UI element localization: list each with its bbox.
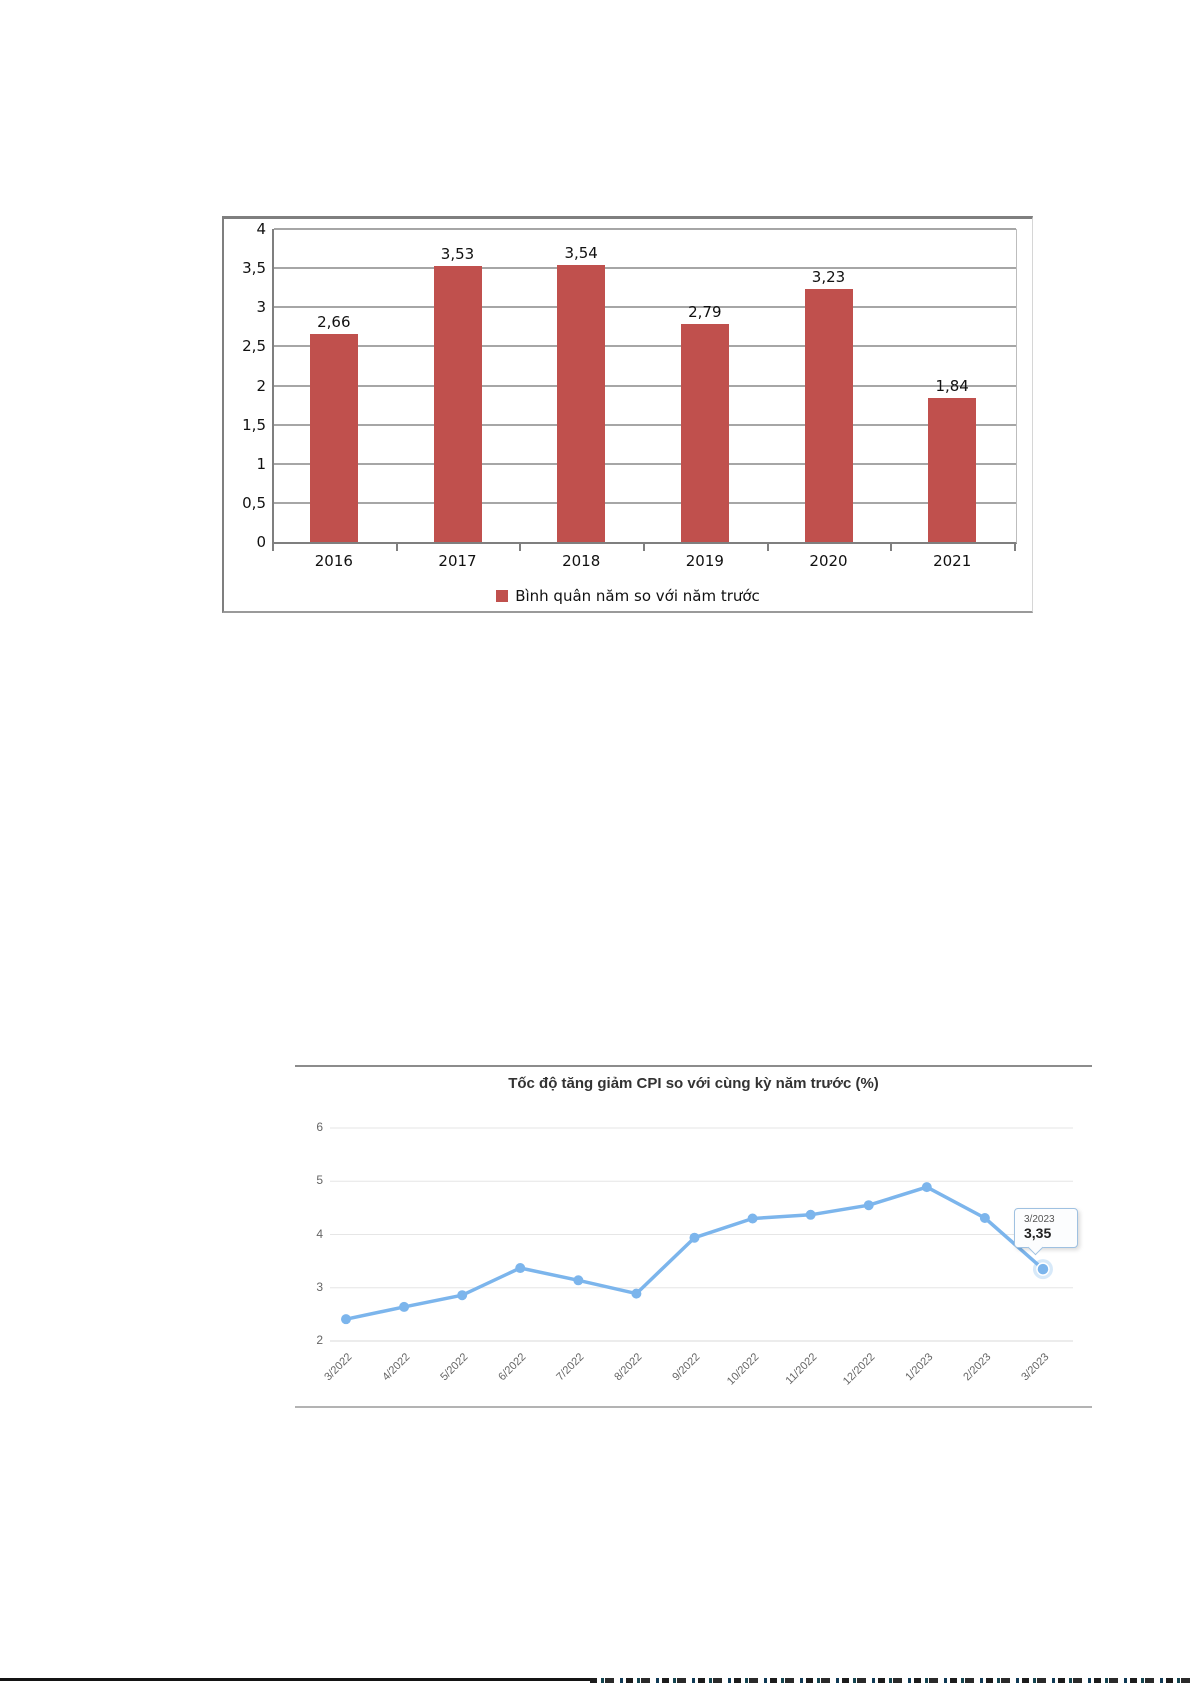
x-axis-tick	[519, 544, 522, 551]
bar	[928, 398, 977, 542]
tooltip-value: 3,35	[1024, 1225, 1052, 1241]
x-axis-tick	[890, 544, 893, 551]
x-axis-label: 2021	[933, 552, 972, 570]
data-point-marker[interactable]	[457, 1290, 468, 1301]
data-point-marker[interactable]	[515, 1263, 526, 1274]
data-point-marker[interactable]	[921, 1182, 932, 1193]
y-axis-label: 3	[316, 1279, 323, 1294]
bar-value-label: 2,79	[688, 302, 722, 321]
grid-line	[274, 501, 1016, 504]
grid-line	[274, 462, 1016, 465]
annual-cpi-bar-chart: Bình quân năm so với năm trước 4 3,5 3 2,5 2…	[222, 216, 1033, 613]
x-axis-tick	[766, 544, 769, 551]
bar-chart-legend: Bình quân năm so với năm trước	[224, 587, 1032, 605]
page-bottom-cutoff-fragments	[590, 1678, 1191, 1683]
grid-line	[274, 423, 1016, 426]
x-axis-label: 2017	[438, 552, 477, 570]
data-point-marker[interactable]	[1036, 1262, 1050, 1276]
bar-value-label: 2,66	[317, 312, 351, 331]
y-axis-label: 6	[316, 1120, 323, 1134]
data-point-marker[interactable]	[573, 1275, 584, 1286]
x-axis-label: 2019	[685, 552, 724, 570]
monthly-cpi-line-chart: Tốc độ tăng giảm CPI so với cùng kỳ năm …	[295, 1065, 1092, 1408]
bar-value-label: 3,54	[564, 243, 598, 262]
bar-value-label: 3,23	[811, 268, 846, 287]
cpi-series-line	[344, 1185, 1045, 1321]
bar	[309, 333, 358, 542]
y-axis-label: 4	[316, 1226, 323, 1241]
data-point-marker[interactable]	[805, 1209, 816, 1220]
cpi-tooltip: 3/2023 3,35	[1014, 1208, 1078, 1256]
data-point-marker[interactable]	[747, 1213, 758, 1224]
bar	[680, 323, 729, 542]
y-axis-label: 5	[316, 1173, 323, 1188]
x-axis-label: 2016	[314, 552, 353, 570]
data-point-marker[interactable]	[631, 1288, 642, 1299]
line-chart-canvas[interactable]	[295, 1067, 1092, 1406]
data-point-marker[interactable]	[979, 1212, 990, 1223]
bar	[557, 264, 606, 542]
x-axis-label: 2018	[562, 552, 601, 570]
bar	[433, 265, 482, 542]
y-axis-label: 0,5	[242, 493, 266, 512]
page-bottom-cutoff-line	[0, 1678, 590, 1681]
data-point-marker[interactable]	[863, 1200, 874, 1211]
x-axis-label: 2020	[809, 552, 848, 570]
y-axis-label: 3,5	[242, 259, 266, 278]
legend-label: Bình quân năm so với năm trước	[515, 587, 760, 605]
y-axis-label: 1,5	[242, 415, 266, 434]
grid-line	[274, 306, 1016, 309]
y-axis-label: 1	[256, 454, 266, 473]
tooltip-period-label: 3/2023	[1024, 1214, 1055, 1225]
grid-line	[274, 228, 1016, 230]
y-axis-label: 2,5	[242, 337, 266, 356]
bar	[804, 289, 853, 542]
x-axis-tick	[395, 544, 398, 551]
data-point-marker[interactable]	[341, 1314, 351, 1325]
bar-plot-area	[272, 228, 1017, 544]
data-point-marker[interactable]	[689, 1232, 700, 1243]
x-axis-tick	[272, 544, 274, 551]
grid-line	[274, 345, 1016, 348]
legend-color-swatch	[496, 590, 509, 602]
y-axis-label: 0	[256, 533, 266, 551]
data-point-marker[interactable]	[399, 1301, 410, 1312]
y-axis-label: 4	[256, 220, 266, 238]
bar-value-label: 3,53	[440, 244, 475, 263]
y-axis-label: 2	[316, 1333, 323, 1347]
line-chart-title: Tốc độ tăng giảm CPI so với cùng kỳ năm …	[508, 1075, 879, 1092]
grid-line	[274, 267, 1016, 270]
x-axis-tick	[643, 544, 645, 551]
y-axis-label: 3	[256, 298, 266, 317]
x-axis-tick	[1014, 544, 1016, 551]
bar-value-label: 1,84	[935, 377, 969, 396]
grid-line	[274, 384, 1016, 387]
y-axis-label: 2	[256, 376, 266, 395]
